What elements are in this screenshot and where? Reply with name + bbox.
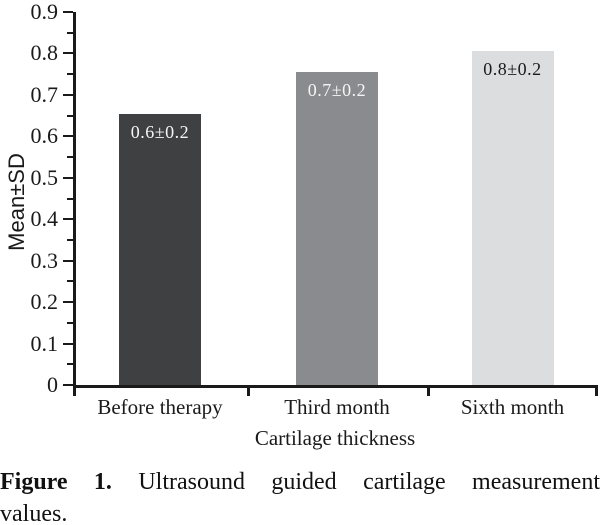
y-axis-minor-tick	[67, 156, 73, 159]
x-axis-title: Cartilage thickness	[254, 426, 416, 450]
y-tick-label: 0.9	[30, 0, 59, 24]
y-axis-minor-tick	[67, 114, 73, 117]
y-tick-label: 0.3	[30, 247, 59, 273]
y-axis-minor-tick	[67, 280, 73, 283]
y-axis-minor-tick	[67, 197, 73, 200]
y-axis-minor-tick	[67, 73, 73, 76]
y-tick-label: 0.1	[30, 330, 59, 356]
bar-before-therapy: 0.6±0.2	[119, 113, 201, 385]
y-tick-label: 0	[47, 372, 58, 397]
y-tick-label: 0.7	[30, 81, 59, 107]
category-label-sixth-month: Sixth month	[460, 395, 565, 419]
caption-figure-number: Figure 1.	[0, 469, 112, 495]
caption-line-2: values.	[0, 501, 68, 525]
bar-value-label: 0.6±0.2	[130, 121, 190, 142]
x-axis-line	[73, 385, 598, 388]
caption-text: Ultrasound guided cartilage measurement	[138, 469, 600, 495]
y-axis-line	[73, 12, 76, 396]
y-tick-label: 0.2	[30, 289, 59, 315]
caption-line-1: Figure 1. Ultrasound guided cartilage me…	[0, 466, 600, 498]
category-label-before-therapy: Before therapy	[97, 395, 223, 419]
y-axis-major-tick	[63, 342, 73, 345]
y-axis-major-tick	[63, 52, 73, 55]
y-tick-label: 0.8	[30, 40, 59, 66]
y-axis-major-tick	[63, 93, 73, 96]
y-axis-major-tick	[63, 11, 73, 13]
y-axis-minor-tick	[67, 238, 73, 241]
y-tick-label: 0.5	[30, 164, 59, 190]
x-axis-boundary-tick	[427, 385, 430, 396]
x-axis-boundary-tick	[247, 385, 250, 396]
bar-value-label: 0.8±0.2	[483, 59, 542, 80]
y-axis-major-tick	[63, 176, 73, 179]
y-axis-minor-tick	[67, 321, 73, 324]
y-axis-major-tick	[63, 218, 73, 221]
y-tick-label: 0.4	[30, 206, 59, 232]
y-axis-major-tick	[63, 259, 73, 262]
y-axis-major-tick	[63, 301, 73, 304]
y-axis-major-tick	[63, 135, 73, 138]
category-label-third-month: Third month	[284, 395, 390, 419]
bar-value-label: 0.7±0.2	[307, 80, 367, 101]
y-axis-minor-tick	[67, 363, 73, 366]
y-axis-major-tick	[63, 384, 73, 386]
figure-caption: Figure 1. Ultrasound guided cartilage me…	[0, 466, 600, 525]
x-axis-end-tick	[595, 385, 598, 396]
y-tick-label: 0.6	[30, 123, 59, 149]
y-axis-minor-tick	[67, 31, 73, 34]
bar-sixth-month: 0.8±0.2	[471, 51, 554, 385]
bar-third-month: 0.7±0.2	[296, 72, 378, 385]
